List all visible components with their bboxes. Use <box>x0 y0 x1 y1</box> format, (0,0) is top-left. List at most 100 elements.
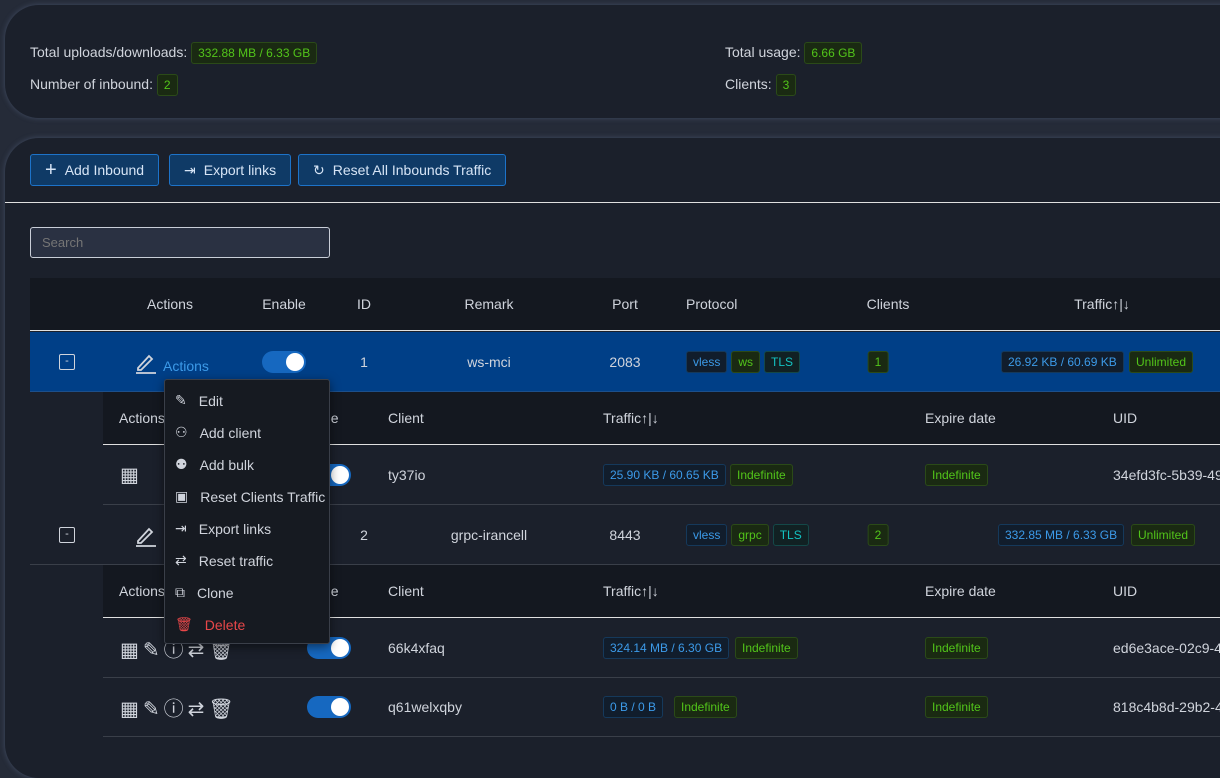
header-port: Port <box>612 296 638 312</box>
client-action-icons[interactable]: ▦✎ⓘ⇄🗑 <box>120 639 238 662</box>
protocol-tags: vless grpc TLS <box>686 523 809 546</box>
inbound-row[interactable]: - 2 grpc-irancell 8443 vless grpc TLS 2 33… <box>30 505 1220 565</box>
menu-item-export-links[interactable]: ⇥ Export links <box>175 520 271 537</box>
header-expire: Expire date <box>925 583 996 599</box>
header-protocol: Protocol <box>686 296 738 312</box>
client-total-tag: Indefinite <box>674 696 737 718</box>
transport-tag: grpc <box>731 523 769 546</box>
limit-tag: Unlimited <box>1129 350 1194 373</box>
header-enable: Enable <box>262 296 306 312</box>
label: Total uploads/downloads: <box>30 44 188 60</box>
reset-all-traffic-button[interactable]: ↻ Reset All Inbounds Traffic <box>298 154 507 186</box>
menu-item-delete[interactable]: 🗑 Delete <box>175 616 245 633</box>
clients-count-value: 3 <box>775 74 797 96</box>
clients-count: Clients: 3 <box>725 74 797 96</box>
plus-icon: + <box>45 158 57 181</box>
client-action-icons[interactable]: ▦✎ⓘ⇄🗑 <box>120 698 238 721</box>
client-total-tag: Indefinite <box>730 464 793 486</box>
actions-menu: ✎ Edit ⚇ Add client ⚉ Add bulk ▣ Reset Clien… <box>164 379 330 644</box>
client-name: ty37io <box>388 467 426 483</box>
label: Add bulk <box>199 456 255 473</box>
qrcode-icon[interactable]: ▦ <box>120 464 139 487</box>
edit-icon[interactable] <box>134 523 158 547</box>
traffic-tag: 26.92 KB / 60.69 KB <box>1001 350 1124 373</box>
usergroup-add-icon: ⚉ <box>175 456 188 472</box>
copy-icon: ⧉ <box>175 584 185 600</box>
menu-item-edit[interactable]: ✎ Edit <box>175 392 223 409</box>
client-traffic-tag: 0 B / 0 B <box>603 696 664 718</box>
inbound-count: Number of inbound: 2 <box>30 74 178 96</box>
file-reset-icon: ▣ <box>175 488 189 504</box>
inbound-id: 1 <box>360 353 368 370</box>
clients-count-tag: 2 <box>867 523 889 546</box>
enable-toggle[interactable] <box>262 350 306 373</box>
menu-item-add-client[interactable]: ⚇ Add client <box>175 424 261 441</box>
add-inbound-button[interactable]: + Add Inbound <box>30 154 160 186</box>
client-uid: ed6e3ace-02c9-4 <box>1113 640 1220 656</box>
reload-icon: ↻ <box>313 161 325 178</box>
client-row: ▦✎ⓘ⇄🗑 q61welxqby 0 B / 0 B Indefinite In… <box>103 678 1220 737</box>
table-header: Actions Enable ID Remark Port Protocol C… <box>30 278 1220 331</box>
security-tag: TLS <box>764 350 801 373</box>
user-add-icon: ⚇ <box>175 424 188 440</box>
retweet-icon: ⇄ <box>175 552 187 568</box>
label: Add Inbound <box>64 162 145 178</box>
client-uid: 818c4b8d-29b2-4 <box>1113 699 1220 715</box>
total-usage-value: 6.66 GB <box>804 42 863 64</box>
collapse-button[interactable]: - <box>59 353 75 370</box>
header-traffic[interactable]: Traffic↑|↓ <box>603 583 659 599</box>
header-remark: Remark <box>464 296 514 312</box>
label: Reset traffic <box>198 552 274 569</box>
inbound-port: 8443 <box>609 526 641 543</box>
client-traffic-tag: 324.14 MB / 6.30 GB <box>603 637 730 659</box>
client-name: q61welxqby <box>388 699 462 715</box>
clients-count-tag: 1 <box>867 350 889 373</box>
label: Export links <box>203 162 277 178</box>
edit-icon[interactable] <box>134 350 158 374</box>
traffic-tag: 332.85 MB / 6.33 GB <box>998 523 1125 546</box>
header-expire: Expire date <box>925 410 996 426</box>
collapse-button[interactable]: - <box>59 526 75 543</box>
total-updown: Total uploads/downloads: 332.88 MB / 6.3… <box>30 42 318 64</box>
export-icon: ⇥ <box>175 520 187 536</box>
header-client: Client <box>388 583 424 599</box>
protocol-tags: vless ws TLS <box>686 350 801 373</box>
header-id[interactable]: ID <box>357 296 371 312</box>
label: Number of inbound: <box>30 76 153 92</box>
menu-item-add-bulk[interactable]: ⚉ Add bulk <box>175 456 254 473</box>
client-expire-tag: Indefinite <box>925 696 988 718</box>
header-actions: Actions <box>119 410 165 426</box>
inbound-id: 2 <box>360 526 368 543</box>
menu-item-reset-traffic[interactable]: ⇄ Reset traffic <box>175 552 273 569</box>
search-input[interactable] <box>30 227 330 258</box>
header-traffic[interactable]: Traffic↑|↓ <box>1074 296 1130 312</box>
protocol-tag: vless <box>686 523 728 546</box>
menu-item-clone[interactable]: ⧉ Clone <box>175 584 234 601</box>
total-updown-value: 332.88 MB / 6.33 GB <box>191 42 318 64</box>
label: Reset All Inbounds Traffic <box>332 162 492 178</box>
label: Add client <box>199 424 262 441</box>
stats-card: Total uploads/downloads: 332.88 MB / 6.3… <box>5 5 1220 118</box>
header-uid: UID <box>1113 410 1138 426</box>
client-name: 66k4xfaq <box>388 640 445 656</box>
label: Export links <box>198 520 272 537</box>
actions-dropdown-trigger[interactable]: Actions <box>163 358 209 374</box>
limit-tag: Unlimited <box>1131 523 1196 546</box>
export-icon: ⇥ <box>184 161 196 178</box>
client-uid: 34efd3fc-5b39-49 <box>1113 467 1220 483</box>
header-traffic[interactable]: Traffic↑|↓ <box>603 410 659 426</box>
client-total-tag: Indefinite <box>735 637 798 659</box>
inbound-remark: grpc-irancell <box>450 526 528 543</box>
protocol-tag: vless <box>686 350 728 373</box>
label: Total usage: <box>725 44 801 60</box>
inbound-count-value: 2 <box>156 74 178 96</box>
header-uid: UID <box>1113 583 1138 599</box>
menu-item-reset-clients-traffic[interactable]: ▣ Reset Clients Traffic <box>175 488 325 505</box>
header-actions: Actions <box>119 583 165 599</box>
total-usage: Total usage: 6.66 GB <box>725 42 863 64</box>
client-traffic-tag: 25.90 KB / 60.65 KB <box>603 464 726 486</box>
label: Clone <box>197 584 234 601</box>
client-enable-toggle[interactable] <box>307 696 351 718</box>
label: Clients: <box>725 76 772 92</box>
export-links-button[interactable]: ⇥ Export links <box>169 154 292 186</box>
